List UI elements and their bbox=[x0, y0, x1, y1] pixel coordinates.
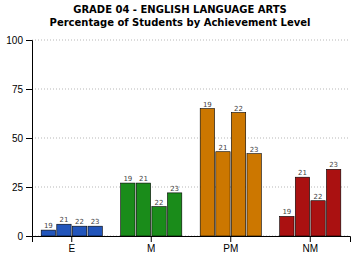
x-tick-mark bbox=[151, 236, 152, 242]
bar-label: 23 bbox=[91, 218, 100, 226]
x-tick: PM bbox=[223, 236, 238, 254]
bar-label: 19 bbox=[44, 222, 53, 230]
bars bbox=[41, 109, 341, 236]
x-tick: M bbox=[147, 236, 155, 254]
grid-line bbox=[32, 40, 350, 41]
x-tick-label: E bbox=[68, 243, 75, 254]
x-tick-mark bbox=[71, 236, 72, 242]
subtitle: Percentage of Students by Achievement Le… bbox=[50, 17, 311, 28]
bar-label: 21 bbox=[59, 216, 68, 224]
bar bbox=[231, 113, 245, 236]
bar bbox=[72, 226, 86, 236]
bar bbox=[295, 177, 309, 236]
y-axis: 0 25 50 75 100 bbox=[6, 35, 32, 242]
x-tick: NM bbox=[302, 236, 318, 254]
x-tick-mark bbox=[310, 236, 311, 242]
bar-label: 22 bbox=[155, 199, 164, 207]
x-axis-line bbox=[33, 237, 351, 243]
x-tick-label: M bbox=[147, 243, 155, 254]
bar-label: 22 bbox=[314, 193, 323, 201]
y-tick: 25 bbox=[12, 182, 32, 193]
x-tick: E bbox=[68, 236, 75, 254]
y-tick-mark bbox=[26, 89, 32, 90]
title: GRADE 04 - ENGLISH LANGUAGE ARTS bbox=[73, 4, 287, 15]
bar bbox=[152, 207, 166, 236]
bar bbox=[57, 224, 71, 236]
bar bbox=[41, 230, 55, 236]
bar bbox=[216, 152, 230, 236]
bar-label: 23 bbox=[250, 146, 259, 154]
x-tick-mark bbox=[230, 236, 231, 242]
y-tick: 50 bbox=[12, 133, 32, 144]
x-tick-label: NM bbox=[302, 243, 318, 254]
bar-label: 23 bbox=[170, 185, 179, 193]
bar-label: 22 bbox=[75, 218, 84, 226]
y-tick-label: 75 bbox=[12, 84, 24, 95]
chart-svg: GRADE 04 - ENGLISH LANGUAGE ARTS Percenta… bbox=[0, 0, 360, 260]
bar-labels: 19 19 19 19 21 21 21 21 22 22 22 22 23 23 23 23 bbox=[44, 101, 338, 231]
plot: 19 19 19 19 21 21 21 21 22 22 22 22 23 23 23 23 0 25 50 75 1… bbox=[6, 35, 350, 254]
grid-line bbox=[32, 89, 350, 90]
y-tick-label: 0 bbox=[17, 231, 23, 242]
bar bbox=[167, 193, 181, 236]
y-tick: 75 bbox=[12, 84, 32, 95]
bar-label: 22 bbox=[234, 105, 243, 113]
y-tick-label: 100 bbox=[6, 35, 23, 46]
bar-label: 19 bbox=[203, 101, 212, 109]
y-tick-mark bbox=[26, 187, 32, 188]
y-tick-mark bbox=[26, 236, 32, 237]
y-tick: 0 bbox=[17, 231, 32, 242]
bar bbox=[136, 183, 150, 236]
bar bbox=[88, 226, 102, 236]
x-tick-label: PM bbox=[223, 243, 238, 254]
y-tick-label: 50 bbox=[12, 133, 24, 144]
y-axis-line bbox=[26, 41, 33, 237]
bar bbox=[280, 216, 294, 236]
y-tick-mark bbox=[26, 138, 32, 139]
bar-label: 23 bbox=[329, 161, 338, 169]
bar bbox=[326, 169, 340, 236]
y-tick-label: 25 bbox=[12, 182, 24, 193]
grid-line bbox=[32, 138, 350, 139]
bar bbox=[121, 183, 135, 236]
bar bbox=[247, 154, 261, 236]
bar-label: 19 bbox=[282, 208, 291, 216]
grid bbox=[32, 40, 350, 236]
bar bbox=[200, 109, 214, 236]
bar bbox=[311, 201, 325, 236]
bar-label: 21 bbox=[139, 175, 148, 183]
bar-label: 21 bbox=[218, 144, 227, 152]
bar-label: 19 bbox=[123, 175, 132, 183]
y-tick-mark bbox=[26, 40, 32, 41]
x-axis: E M PM NM bbox=[33, 236, 351, 254]
bar-label: 21 bbox=[298, 169, 307, 177]
y-tick: 100 bbox=[6, 35, 32, 46]
